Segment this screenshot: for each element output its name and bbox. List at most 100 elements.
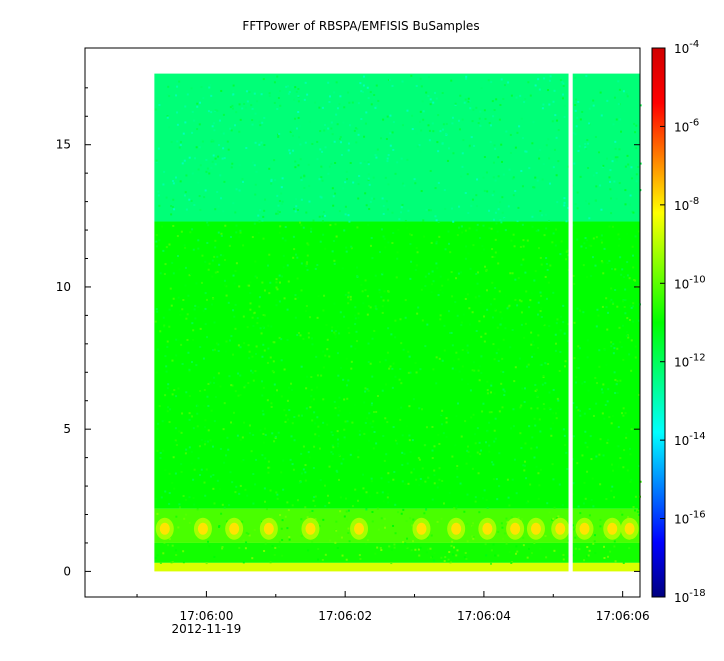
noise-dot (168, 325, 171, 328)
noise-dot (487, 79, 490, 82)
noise-dot (231, 107, 234, 110)
noise-dot (212, 349, 215, 352)
noise-dot (425, 551, 428, 554)
noise-dot (203, 404, 206, 407)
noise-dot (575, 125, 578, 128)
noise-dot (292, 149, 295, 152)
noise-dot (586, 339, 589, 342)
noise-dot (219, 174, 222, 177)
noise-dot (218, 144, 221, 147)
noise-dot (192, 248, 195, 251)
noise-dot (312, 499, 315, 502)
noise-dot (167, 85, 170, 88)
noise-dot (214, 163, 217, 166)
noise-dot (283, 368, 286, 371)
noise-dot (530, 407, 533, 410)
noise-dot (184, 284, 187, 287)
noise-dot (418, 474, 421, 477)
noise-dot (300, 535, 303, 538)
noise-dot (436, 267, 439, 270)
noise-dot (436, 141, 439, 144)
noise-dot (271, 432, 274, 435)
noise-dot (300, 518, 303, 521)
noise-dot (230, 166, 233, 169)
noise-dot (162, 325, 165, 328)
noise-dot (536, 407, 539, 410)
noise-dot (567, 323, 570, 326)
noise-dot (573, 321, 576, 324)
noise-dot (606, 157, 609, 160)
noise-dot (375, 442, 378, 445)
noise-dot (291, 86, 294, 89)
noise-dot (532, 340, 535, 343)
noise-dot (587, 389, 590, 392)
noise-dot (443, 560, 446, 563)
noise-dot (525, 501, 528, 504)
noise-dot (572, 528, 575, 531)
noise-dot (357, 449, 360, 452)
noise-dot (180, 431, 183, 434)
noise-dot (607, 311, 610, 314)
noise-dot (305, 262, 308, 265)
noise-dot (349, 453, 352, 456)
noise-dot (276, 493, 279, 496)
noise-dot (520, 117, 523, 120)
noise-dot (298, 331, 301, 334)
noise-dot (443, 189, 446, 192)
noise-dot (435, 240, 438, 243)
noise-dot (479, 263, 482, 266)
noise-dot (451, 122, 454, 125)
noise-dot (434, 215, 437, 218)
noise-dot (317, 547, 320, 550)
noise-dot (347, 91, 350, 94)
noise-dot (239, 438, 242, 441)
noise-dot (504, 295, 507, 298)
noise-dot (635, 180, 638, 183)
noise-dot (266, 399, 269, 402)
noise-dot (634, 279, 637, 282)
noise-dot (634, 345, 637, 348)
noise-dot (408, 355, 411, 358)
noise-dot (305, 407, 308, 410)
noise-dot (620, 273, 623, 276)
noise-dot (539, 291, 542, 294)
noise-dot (378, 288, 381, 291)
noise-dot (155, 159, 158, 162)
noise-dot (166, 340, 169, 343)
noise-dot (342, 378, 345, 381)
noise-dot (483, 236, 486, 239)
noise-dot (257, 214, 260, 217)
noise-dot (373, 197, 376, 200)
noise-dot (632, 305, 635, 308)
noise-dot (632, 106, 635, 109)
noise-dot (363, 401, 366, 404)
noise-dot (204, 260, 207, 263)
noise-dot (249, 281, 252, 284)
noise-dot (157, 422, 160, 425)
noise-dot (199, 327, 202, 330)
noise-dot (357, 316, 360, 319)
noise-dot (376, 395, 379, 398)
noise-dot (475, 194, 478, 197)
noise-dot (276, 288, 279, 291)
noise-dot (456, 475, 459, 478)
x-tick-label: 17:06:04 (457, 609, 511, 623)
noise-dot (620, 345, 623, 348)
noise-dot (155, 161, 158, 164)
noise-dot (625, 432, 628, 435)
noise-dot (371, 431, 374, 434)
noise-dot (515, 545, 518, 548)
noise-dot (307, 243, 310, 246)
noise-dot (586, 546, 589, 549)
noise-dot (229, 106, 232, 109)
noise-dot (509, 152, 512, 155)
noise-dot (191, 172, 194, 175)
noise-dot (253, 401, 256, 404)
noise-dot (364, 390, 367, 393)
noise-dot (336, 430, 339, 433)
noise-dot (566, 453, 569, 456)
noise-dot (414, 269, 417, 272)
noise-dot (418, 458, 421, 461)
noise-dot (228, 504, 231, 507)
noise-dot (439, 289, 442, 292)
